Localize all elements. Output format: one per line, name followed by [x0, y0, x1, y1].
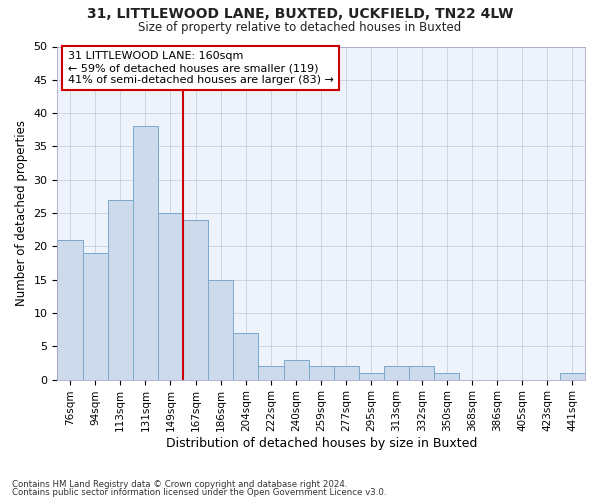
Bar [183, 220, 208, 380]
Bar [560, 373, 585, 380]
Bar [284, 360, 308, 380]
Bar [434, 373, 460, 380]
Bar [133, 126, 158, 380]
Bar [58, 240, 83, 380]
Bar [308, 366, 334, 380]
Y-axis label: Number of detached properties: Number of detached properties [15, 120, 28, 306]
Bar [107, 200, 133, 380]
Bar [384, 366, 409, 380]
Bar [83, 253, 107, 380]
X-axis label: Distribution of detached houses by size in Buxted: Distribution of detached houses by size … [166, 437, 477, 450]
Text: 31, LITTLEWOOD LANE, BUXTED, UCKFIELD, TN22 4LW: 31, LITTLEWOOD LANE, BUXTED, UCKFIELD, T… [87, 8, 513, 22]
Bar [158, 213, 183, 380]
Text: 31 LITTLEWOOD LANE: 160sqm
← 59% of detached houses are smaller (119)
41% of sem: 31 LITTLEWOOD LANE: 160sqm ← 59% of deta… [68, 52, 334, 84]
Text: Contains HM Land Registry data © Crown copyright and database right 2024.: Contains HM Land Registry data © Crown c… [12, 480, 347, 489]
Bar [409, 366, 434, 380]
Bar [233, 333, 259, 380]
Bar [208, 280, 233, 380]
Bar [359, 373, 384, 380]
Text: Contains public sector information licensed under the Open Government Licence v3: Contains public sector information licen… [12, 488, 386, 497]
Bar [259, 366, 284, 380]
Text: Size of property relative to detached houses in Buxted: Size of property relative to detached ho… [139, 22, 461, 35]
Bar [334, 366, 359, 380]
